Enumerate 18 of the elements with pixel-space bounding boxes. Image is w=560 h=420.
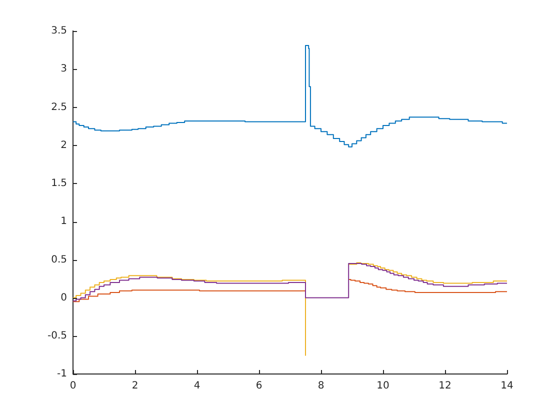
x-tick-label: 2 — [132, 380, 138, 392]
y-tick-label: 1 — [60, 216, 67, 228]
y-tick-label: 1.5 — [51, 178, 67, 190]
y-tick-label: 2.5 — [51, 102, 67, 113]
y-tick-label: -0.5 — [47, 330, 67, 342]
x-tick-label: 6 — [256, 380, 262, 392]
x-tick-label: 14 — [500, 380, 514, 392]
x-tick-label: 4 — [194, 380, 200, 392]
y-tick-label: 0.5 — [51, 254, 67, 266]
x-tick-label: 10 — [376, 380, 390, 392]
y-tick-label: 0 — [60, 292, 67, 304]
x-tick-label: 8 — [318, 380, 324, 392]
y-tick-label: -1 — [57, 368, 67, 380]
y-tick-label: 3 — [60, 64, 67, 75]
x-tick-label: 12 — [438, 380, 452, 392]
y-tick-label: 2 — [60, 140, 67, 151]
x-tick-label: 0 — [70, 380, 76, 392]
y-tick-label: 3.5 — [51, 26, 67, 37]
